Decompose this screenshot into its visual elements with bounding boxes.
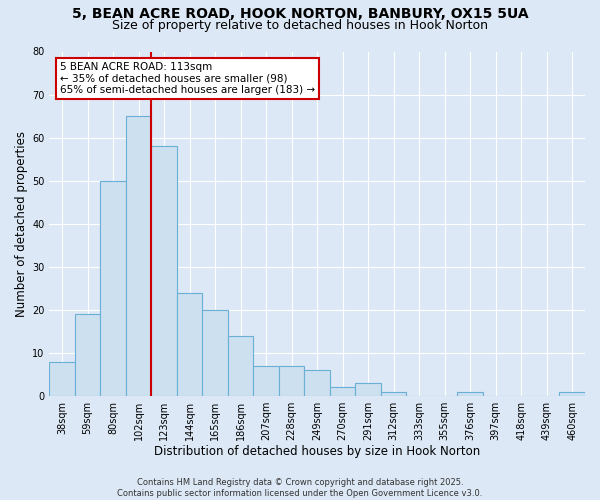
Bar [49, 362, 75, 396]
Bar [202, 310, 228, 396]
Bar [126, 116, 151, 396]
X-axis label: Distribution of detached houses by size in Hook Norton: Distribution of detached houses by size … [154, 444, 481, 458]
Bar [559, 392, 585, 396]
Bar [75, 314, 100, 396]
Bar [279, 366, 304, 396]
Bar [228, 336, 253, 396]
Bar [381, 392, 406, 396]
Text: 5, BEAN ACRE ROAD, HOOK NORTON, BANBURY, OX15 5UA: 5, BEAN ACRE ROAD, HOOK NORTON, BANBURY,… [71, 8, 529, 22]
Text: 5 BEAN ACRE ROAD: 113sqm
← 35% of detached houses are smaller (98)
65% of semi-d: 5 BEAN ACRE ROAD: 113sqm ← 35% of detach… [60, 62, 315, 95]
Bar [253, 366, 279, 396]
Text: Contains HM Land Registry data © Crown copyright and database right 2025.
Contai: Contains HM Land Registry data © Crown c… [118, 478, 482, 498]
Y-axis label: Number of detached properties: Number of detached properties [15, 131, 28, 317]
Bar [457, 392, 483, 396]
Bar [100, 180, 126, 396]
Bar [304, 370, 330, 396]
Bar [355, 383, 381, 396]
Bar [330, 388, 355, 396]
Bar [177, 292, 202, 396]
Bar [151, 146, 177, 396]
Text: Size of property relative to detached houses in Hook Norton: Size of property relative to detached ho… [112, 19, 488, 32]
